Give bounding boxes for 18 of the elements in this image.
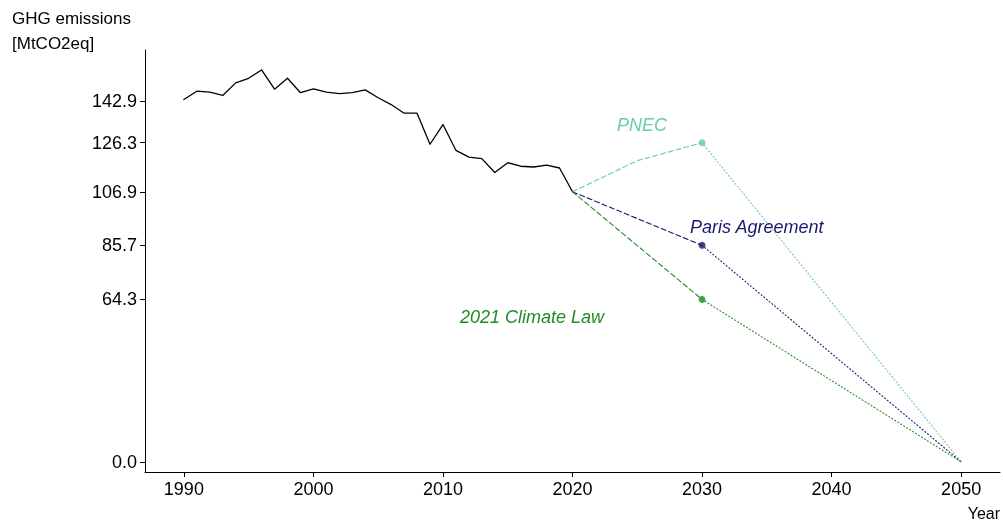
x-tick-label: 1990: [163, 479, 204, 499]
series-label: PNEC: [617, 114, 669, 135]
x-tick-label: 2050: [941, 479, 982, 499]
x-tick-label: 2030: [682, 479, 723, 499]
y-axis-title: GHG emissions [MtCO2eq]: [12, 9, 132, 53]
y-tick-label: 85.7: [101, 235, 137, 256]
y-tick-label: 126.3: [91, 132, 137, 153]
x-axis-title: Year: [967, 504, 1001, 521]
series-label: Paris Agreement: [690, 217, 825, 238]
y-tick-label: 106.9: [91, 181, 137, 202]
y-tick-label: 142.9: [91, 90, 137, 111]
y-tick-label: 64.3: [101, 289, 137, 310]
x-tick-label: 2040: [811, 479, 852, 499]
x-tick-label: 2010: [422, 479, 463, 499]
text: 2021 Climate Law: [458, 307, 606, 328]
x-tick-label: 2000: [293, 479, 334, 499]
x-tick-label: 2020: [552, 479, 593, 499]
y-tick-label: 0.0: [111, 451, 137, 472]
